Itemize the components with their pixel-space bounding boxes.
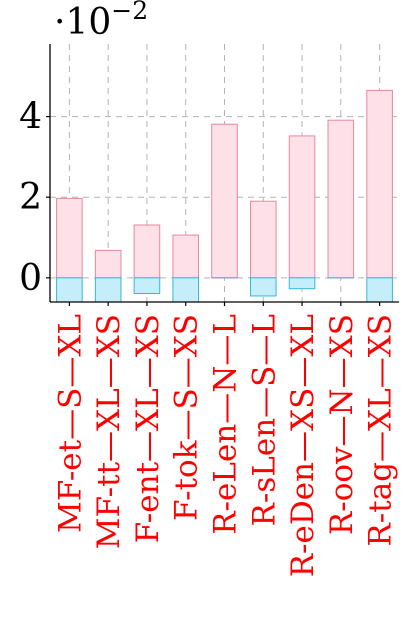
x-tick-label-6: R-eDen—XS—XL: [285, 314, 321, 577]
scale-base: ·10: [54, 2, 111, 43]
bars: [56, 89, 393, 303]
y-tick-label-0: 0: [19, 258, 42, 299]
bar-s1-5: [249, 277, 277, 297]
bar-s1-1: [94, 277, 122, 303]
x-tick-label-0: MF-et—S—XL: [52, 314, 88, 533]
bar-s1-2: [133, 277, 161, 295]
bar-s0-8: [366, 89, 393, 279]
y-tick-label-1: 2: [19, 177, 42, 218]
x-tick-label-2: F-ent—XL—XS: [130, 314, 166, 543]
scale-label: ·10−2: [54, 0, 148, 43]
bar-s1-3: [172, 277, 200, 303]
bar-s0-1: [94, 249, 122, 279]
bar-s0-3: [172, 234, 200, 279]
bar-s0-5: [249, 200, 277, 279]
bar-s0-4: [211, 123, 238, 279]
bar-s1-0: [56, 277, 83, 303]
x-tick-label-3: F-tok—S—XS: [169, 314, 205, 521]
y-tick-labels: 0 2 4: [19, 97, 50, 299]
bar-s0-0: [56, 197, 83, 279]
bar-s0-2: [133, 224, 161, 279]
bar-s1-6: [288, 277, 316, 290]
bar-s1-8: [366, 277, 393, 303]
x-tick-label-1: MF-tt—XL—XS: [91, 314, 127, 549]
x-tick-label-4: R-eLen—N—L: [208, 314, 244, 535]
x-tick-label-8: R-tag—XL—XS: [363, 314, 399, 547]
bar-s0-6: [288, 135, 316, 279]
x-tick-label-5: R-sLen—S—L: [246, 314, 282, 526]
x-tick-labels: MF-et—S—XL MF-tt—XL—XS F-ent—XL—XS F-tok—S—…: [52, 302, 399, 577]
x-tick-label-7: R-oov—N—XS: [324, 314, 360, 535]
scale-exponent: −2: [111, 0, 148, 25]
bar-s0-7: [327, 119, 355, 279]
y-tick-label-2: 4: [19, 97, 42, 138]
